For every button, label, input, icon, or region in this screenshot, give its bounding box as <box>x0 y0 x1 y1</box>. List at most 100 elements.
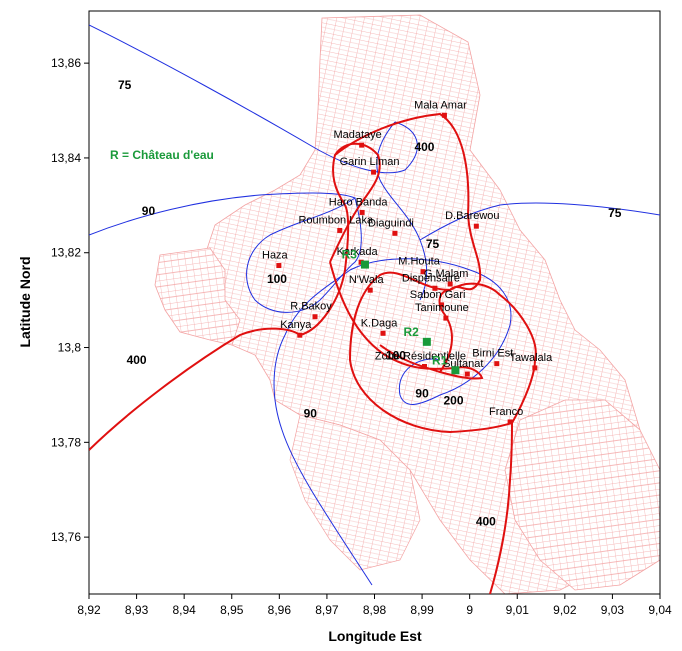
contour-label: 200 <box>443 393 463 407</box>
x-tick-label: 8,93 <box>125 603 149 617</box>
well-point <box>337 227 343 233</box>
contour-100-east <box>438 289 453 373</box>
urban-layer <box>154 14 660 594</box>
place-label: Roumbon Laka <box>298 214 373 226</box>
contour-400-inner <box>329 142 381 263</box>
place-label: Birni Est <box>472 348 513 360</box>
place-label: Madataye <box>333 129 381 141</box>
y-tick-label: 13,8 <box>58 341 82 355</box>
well-markers: Mala Amar Madataye Garin Liman Haro Banda Ro… <box>262 99 553 425</box>
y-tick-label: 13,78 <box>51 435 81 449</box>
contour-400-north <box>334 112 482 291</box>
contour-label: 400 <box>127 353 147 367</box>
legend-note: R = Château d'eau <box>110 148 214 162</box>
well-point <box>443 315 449 321</box>
well-point <box>371 169 377 175</box>
well-point <box>359 209 365 215</box>
contour-400-south <box>489 422 513 594</box>
contour-label: 90 <box>415 386 429 400</box>
contour-label: 400 <box>414 140 434 154</box>
place-label: Haza <box>262 250 289 262</box>
contour-lines <box>89 24 660 594</box>
place-label: Dispensaire <box>402 272 460 284</box>
x-tick-label: 8,92 <box>77 603 101 617</box>
well-point <box>276 263 282 269</box>
y-axis-ticks: 13,76 13,78 13,8 13,82 13,84 13,86 <box>51 56 89 544</box>
contour-75-east <box>419 202 660 241</box>
place-label: Sabon Gari <box>410 289 466 301</box>
x-axis-ticks: 8,92 8,93 8,94 8,95 8,96 8,97 8,98 8,99 9 9,01 9,0… <box>77 594 672 617</box>
x-tick-label: 8,94 <box>172 603 196 617</box>
y-tick-label: 13,76 <box>51 530 81 544</box>
reservoir-label: R3 <box>342 248 358 262</box>
well-point <box>392 230 398 236</box>
reservoir-markers: R3 R2 R1 <box>342 248 460 375</box>
contour-90-west <box>89 192 356 236</box>
well-point <box>420 269 426 275</box>
well-point <box>421 363 427 369</box>
contour-label: 75 <box>608 206 622 220</box>
y-tick-label: 13,86 <box>51 56 81 70</box>
well-point <box>439 302 445 308</box>
place-label: R.Bakoy <box>290 301 332 313</box>
contour-label: 90 <box>304 407 318 421</box>
well-point <box>359 142 365 148</box>
contour-labels: 75 75 75 90 90 90 100 100 200 400 400 400 <box>118 78 622 528</box>
contour-400-west <box>89 204 350 451</box>
place-label: Garin Liman <box>340 156 400 168</box>
well-point <box>494 361 500 367</box>
reservoir-point <box>451 366 460 375</box>
urban-area-southeast <box>504 399 660 591</box>
well-point <box>464 371 470 377</box>
y-tick-label: 13,84 <box>51 151 81 165</box>
well-point <box>447 281 453 287</box>
well-point <box>297 332 303 338</box>
x-tick-label: 8,96 <box>268 603 292 617</box>
place-label: Diaguindi <box>368 217 414 229</box>
contour-90-south <box>273 334 373 586</box>
place-label: Mala Amar <box>414 99 467 111</box>
well-point <box>432 285 438 291</box>
reservoir-point <box>422 337 431 346</box>
place-label: Zone Résidentielle <box>375 350 466 362</box>
place-label: Karkada <box>337 246 379 258</box>
place-label: N'Wala <box>349 274 385 286</box>
x-tick-label: 8,99 <box>410 603 434 617</box>
contour-75-inner <box>376 121 428 301</box>
well-point <box>532 365 538 371</box>
contour-label: 100 <box>386 348 406 362</box>
place-label: Kanya <box>280 319 312 331</box>
contour-75-northwest <box>89 24 418 174</box>
contour-label: 75 <box>118 78 132 92</box>
place-label: M.Houta <box>398 256 440 268</box>
place-label: Tanimoune <box>415 302 469 314</box>
contour-label: 100 <box>267 272 287 286</box>
contour-100-red <box>329 261 484 380</box>
x-tick-label: 9 <box>466 603 473 617</box>
x-tick-label: 9,02 <box>553 603 577 617</box>
place-label: Tawalala <box>509 352 553 364</box>
contour-label: 400 <box>476 514 496 528</box>
reservoir-point <box>360 260 369 269</box>
x-tick-label: 9,01 <box>506 603 530 617</box>
place-label: K.Daga <box>361 317 399 329</box>
reservoir-label: R1 <box>432 353 448 367</box>
urban-area-south <box>289 414 421 571</box>
x-tick-label: 9,04 <box>648 603 672 617</box>
place-label: G.Malam <box>424 268 469 280</box>
contour-label: 75 <box>426 237 440 251</box>
well-point <box>367 287 373 293</box>
well-point <box>473 223 479 229</box>
reservoir-label: R2 <box>403 325 419 339</box>
y-tick-label: 13,82 <box>51 246 81 260</box>
contour-200-ring <box>348 271 537 434</box>
well-point <box>380 330 386 336</box>
contour-90-inner-loop <box>284 258 512 405</box>
x-tick-label: 8,97 <box>315 603 339 617</box>
urban-area-west <box>154 247 241 346</box>
well-point <box>507 419 513 425</box>
well-point <box>312 314 318 320</box>
y-axis-title: Latitude Nord <box>17 257 33 348</box>
contour-label: 90 <box>142 204 156 218</box>
